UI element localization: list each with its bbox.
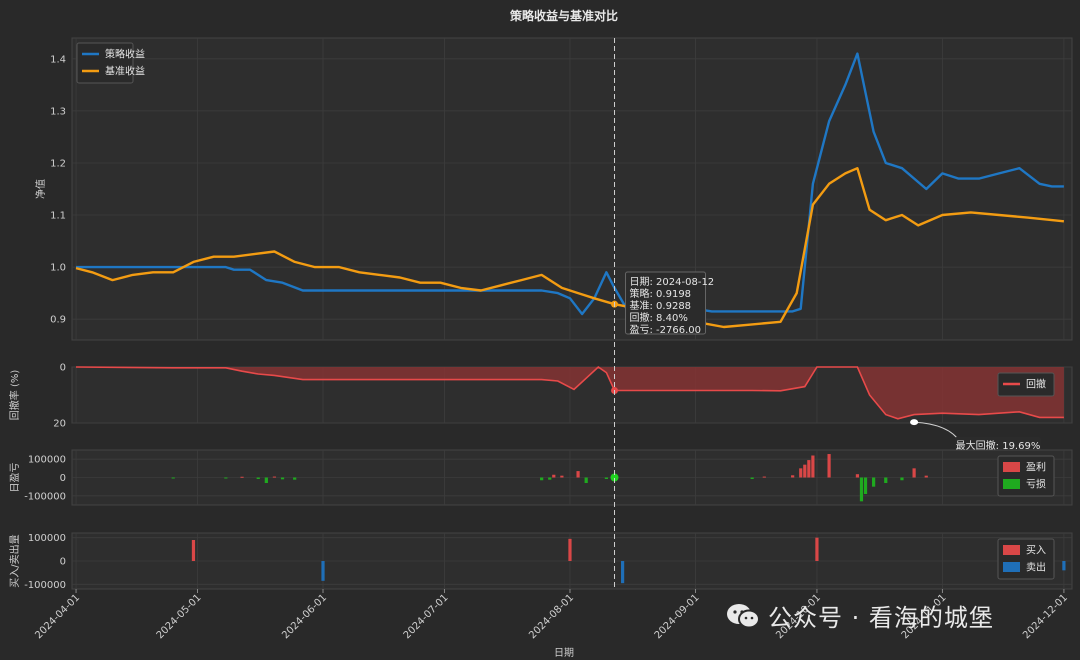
drawdown-panel: 0 20 回撤率 (%) 最大回撤: 19.69% 回撤 [8, 363, 1073, 453]
legend-label: 基准收益 [105, 65, 145, 78]
bar [807, 460, 811, 478]
chart-title: 策略收益与基准对比 [510, 8, 618, 23]
tooltip-line: 日期: 2024-08-12 [630, 276, 715, 288]
tooltip-line: 基准: 0.9288 [630, 299, 692, 312]
bar [855, 474, 860, 478]
bar [900, 477, 904, 481]
y-tick-label: 0 [60, 473, 66, 484]
panel-frame [71, 37, 1073, 341]
bar [256, 477, 260, 479]
y-tick-label: 20 [53, 419, 66, 430]
bar [621, 561, 625, 584]
bar [272, 476, 277, 478]
tooltip-box [625, 271, 707, 335]
y-tick-label: 100000 [28, 455, 66, 466]
bar [240, 476, 244, 478]
y-tick-label: 100000 [28, 533, 66, 544]
legend-label: 亏损 [1026, 478, 1046, 491]
series-line [75, 166, 1065, 329]
bar [293, 477, 297, 480]
x-axis-label: 日期 [554, 647, 574, 659]
bar [1062, 561, 1066, 571]
bar [568, 538, 572, 561]
legend-label: 卖出 [1026, 561, 1046, 574]
bar [872, 477, 876, 487]
bar [548, 477, 552, 480]
y-tick-label: -100000 [24, 580, 66, 591]
bar [859, 477, 864, 502]
legend-box [997, 372, 1055, 397]
y-tick-label: 1.1 [50, 211, 66, 222]
legend-label: 盈利 [1026, 462, 1046, 474]
bar [560, 475, 564, 478]
bar [584, 477, 588, 483]
y-tick-label: 0 [60, 363, 66, 374]
bar [762, 476, 766, 478]
annotation-box [955, 437, 1041, 453]
bar [924, 475, 928, 478]
bar [191, 540, 196, 561]
tooltip-line: 策略: 0.9198 [630, 287, 692, 300]
legend-swatch [1003, 479, 1020, 489]
wechat-icon [726, 603, 760, 629]
bar [791, 475, 795, 478]
bar [863, 477, 868, 494]
max-drawdown-marker [910, 419, 919, 426]
bar [576, 471, 580, 478]
bar [811, 455, 815, 478]
bar [171, 477, 175, 479]
legend-swatch [1003, 462, 1020, 472]
crosshair-marker [610, 473, 619, 482]
watermark-text: 公众号 · 看海的城堡 [768, 604, 994, 632]
bar [224, 477, 228, 479]
y-axis-label: 日盈亏 [9, 463, 21, 493]
bar [552, 474, 556, 478]
y-tick-label: 1.4 [50, 54, 66, 65]
max-drawdown-label: 最大回撤: 19.69% [956, 439, 1041, 452]
bar [604, 477, 609, 479]
watermark: 公众号 · 看海的城堡 [726, 598, 994, 633]
y-tick-label: 1.3 [50, 106, 66, 117]
y-axis-label: 净值 [34, 179, 47, 199]
bar [912, 468, 916, 478]
bar [799, 468, 803, 478]
y-axis-label: 买入/卖出量 [8, 534, 21, 587]
y-tick-label: 0 [60, 557, 66, 568]
y-tick-label: 0.9 [50, 315, 66, 326]
legend-swatch [1003, 545, 1020, 555]
tooltip-line: 回撤: 8.40% [630, 311, 688, 324]
y-tick-label: 1.2 [50, 158, 66, 169]
bar [540, 477, 544, 481]
bar [280, 477, 285, 480]
drawdown-line [75, 365, 1064, 420]
tooltip-line: 盈亏: -2766.00 [630, 324, 702, 336]
legend-label: 买入 [1026, 545, 1046, 557]
bar [803, 464, 807, 478]
bar [827, 454, 831, 478]
legend-swatch [1003, 562, 1020, 572]
y-axis-label: 回撤率 (%) [8, 370, 21, 421]
bar [884, 477, 888, 483]
y-tick-label: -100000 [24, 491, 66, 502]
legend-label: 策略收益 [105, 48, 145, 61]
bar [264, 477, 268, 483]
y-tick-label: 1.0 [50, 263, 66, 274]
bar [321, 561, 325, 581]
bar [815, 537, 819, 561]
legend-label: 回撤 [1026, 378, 1046, 391]
bar [750, 477, 754, 479]
